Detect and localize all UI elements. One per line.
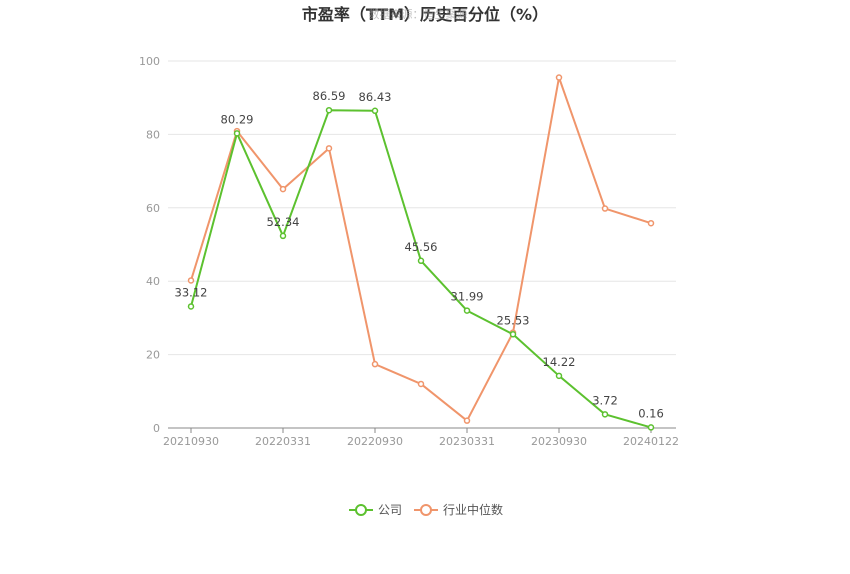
- axes: 0 20 40 60 80 100 20210930 20220331 20220930 2023…: [139, 55, 679, 448]
- y-tick-label: 80: [146, 128, 160, 141]
- y-tick-label: 40: [146, 275, 160, 288]
- data-point: [555, 372, 563, 380]
- legend-swatch-marker: [420, 504, 432, 516]
- data-point: [279, 232, 287, 240]
- data-label: 86.59: [313, 89, 346, 103]
- data-point: [187, 277, 195, 284]
- data-label: 0.16: [638, 406, 664, 420]
- data-point: [463, 307, 471, 314]
- plot-area: [187, 74, 655, 431]
- legend-label: 公司: [378, 503, 402, 517]
- data-point: [417, 380, 425, 388]
- x-tick-label: 20210930: [163, 435, 219, 448]
- data-label: 52.34: [267, 215, 300, 229]
- data-point: [279, 185, 287, 193]
- data-point: [647, 424, 655, 431]
- data-point: [325, 106, 333, 114]
- data-labels: 33.12 80.29 52.34 86.59 86.43 45.56 31.99 25.53…: [175, 89, 664, 420]
- x-tick-label: 20220331: [255, 435, 311, 448]
- x-tick-label: 20230930: [531, 435, 587, 448]
- data-label: 31.99: [451, 290, 484, 304]
- data-label: 25.53: [497, 313, 530, 327]
- data-point: [417, 257, 425, 265]
- grid: [168, 60, 676, 356]
- data-point: [371, 107, 379, 115]
- chart-title: 市盈率（TTM）历史百分位（%）: [302, 5, 548, 24]
- data-point: [463, 417, 471, 424]
- legend-label: 行业中位数: [443, 502, 503, 517]
- data-label: 14.22: [543, 355, 576, 369]
- series-line: [190, 109, 652, 429]
- y-tick-label: 20: [146, 349, 160, 362]
- data-point: [509, 331, 517, 338]
- data-label: 45.56: [405, 240, 438, 254]
- data-point: [601, 205, 609, 212]
- data-point: [233, 130, 241, 137]
- legend-swatch-marker: [355, 504, 367, 516]
- legend: 公司 行业中位数: [349, 502, 503, 517]
- data-point: [555, 74, 563, 81]
- data-point: [601, 411, 609, 418]
- data-point: [187, 303, 195, 310]
- data-label: 80.29: [221, 112, 254, 126]
- x-tick-label: 20240122: [623, 435, 679, 448]
- x-tick-label: 20230331: [439, 435, 495, 448]
- data-point: [325, 145, 333, 152]
- data-point: [371, 360, 379, 368]
- data-label: 3.72: [592, 393, 618, 407]
- y-tick-label: 100: [139, 55, 160, 68]
- data-point: [647, 219, 655, 227]
- data-label: 86.43: [359, 90, 392, 104]
- x-tick-label: 20220930: [347, 435, 403, 448]
- data-label: 33.12: [175, 285, 208, 299]
- watermark: 数据来源：恒生聚源: [369, 7, 468, 21]
- y-tick-label: 0: [153, 422, 160, 435]
- y-tick-label: 60: [146, 202, 160, 215]
